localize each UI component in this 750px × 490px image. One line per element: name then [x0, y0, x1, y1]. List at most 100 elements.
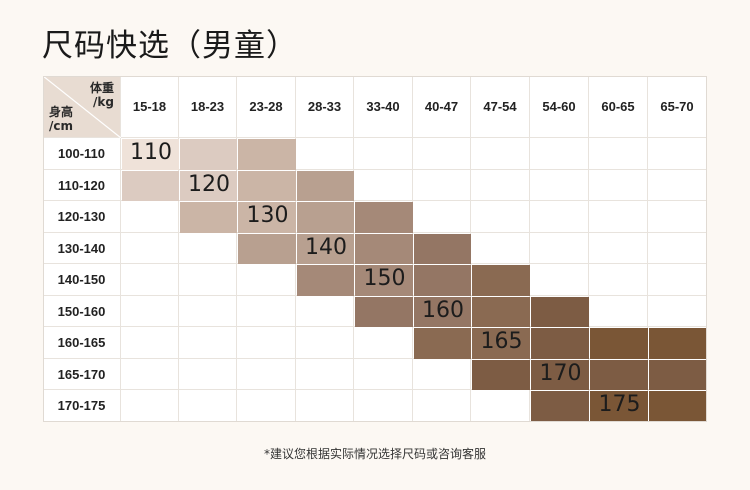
- size-block-160: [414, 297, 471, 327]
- grid-cell: [179, 327, 237, 359]
- size-block-120: [180, 139, 237, 170]
- grid-cell: [179, 359, 237, 390]
- size-block-170: [590, 360, 648, 390]
- grid-cell: [413, 201, 471, 233]
- grid-cell: [354, 138, 413, 170]
- size-chart-table: 体重 /kg 身高 /cm 15-18 18-23 23-28 28-33 33-40 4…: [43, 76, 707, 422]
- height-header-cell: 120-130: [43, 201, 121, 233]
- size-block-175: [649, 391, 707, 422]
- grid-cell: [121, 201, 179, 233]
- size-block-130: [238, 202, 296, 233]
- grid-cell: [237, 327, 296, 359]
- size-block-150: [355, 265, 413, 296]
- size-block-175: [649, 328, 707, 359]
- size-block-110: [122, 139, 179, 170]
- size-block-170: [531, 360, 589, 390]
- height-header-cell: 165-170: [43, 359, 121, 390]
- size-label-150: 150: [363, 266, 406, 291]
- grid-cell: [237, 359, 296, 390]
- size-label-140: 140: [305, 234, 347, 260]
- size-block-140: [297, 234, 354, 264]
- grid-cell: [296, 359, 354, 390]
- corner-diagonal-line: [43, 76, 121, 138]
- weight-header-cell: 54-60: [530, 76, 589, 138]
- size-block-140: [297, 202, 354, 233]
- grid-cell: [121, 327, 179, 359]
- height-axis-label: 身高 /cm: [49, 105, 74, 133]
- grid-cell: [354, 359, 413, 390]
- grid-cell: [121, 296, 179, 327]
- size-block-165: [472, 265, 530, 296]
- size-block-170: [472, 360, 530, 390]
- grid-cell: [530, 264, 589, 296]
- size-block-130: [238, 139, 296, 170]
- size-label-130: 130: [246, 203, 289, 228]
- grid-cell: [354, 170, 413, 201]
- weight-header-cell: 47-54: [471, 76, 530, 138]
- weight-header-cell: 28-33: [296, 76, 354, 138]
- grid-cell: [237, 296, 296, 327]
- size-block-130: [180, 202, 237, 233]
- size-label-110: 110: [130, 140, 172, 165]
- size-block-165: [472, 328, 530, 359]
- grid-cell: [296, 296, 354, 327]
- grid-cell: [589, 170, 648, 201]
- size-block-160: [414, 265, 471, 296]
- grid-cell: [471, 233, 530, 264]
- grid-cell: [471, 170, 530, 201]
- size-block-160: [414, 234, 471, 264]
- size-block-150: [355, 202, 413, 233]
- grid-cell: [237, 264, 296, 296]
- size-block-140: [238, 234, 296, 264]
- size-block-130: [238, 171, 296, 201]
- footnote: *建议您根据实际情况选择尺码或咨询客服: [263, 447, 486, 461]
- grid-cell: [530, 138, 589, 170]
- grid-cell: [589, 233, 648, 264]
- size-block-165: [414, 328, 471, 359]
- grid-cell: [296, 138, 354, 170]
- grid-cell: [354, 327, 413, 359]
- height-header-cell: 110-120: [43, 170, 121, 201]
- grid-cell: [471, 201, 530, 233]
- size-label-165: 165: [480, 329, 523, 354]
- grid-cell: [121, 359, 179, 390]
- size-label-160: 160: [422, 297, 464, 323]
- grid-cell: [530, 233, 589, 264]
- size-block-150: [297, 265, 354, 296]
- weight-header-cell: 40-47: [413, 76, 471, 138]
- grid-cell: [179, 264, 237, 296]
- size-block-120: [122, 171, 179, 201]
- size-label-170: 170: [539, 360, 582, 386]
- size-block-150: [355, 234, 413, 264]
- weight-header-cell: 23-28: [237, 76, 296, 138]
- size-block-170: [531, 328, 589, 359]
- grid-cell: [589, 201, 648, 233]
- grid-cell: [589, 264, 648, 296]
- page-title: 尺码快选（男童）: [42, 28, 298, 64]
- table-corner-header: 体重 /kg 身高 /cm: [43, 76, 121, 138]
- grid-cell: [121, 233, 179, 264]
- size-block-165: [472, 297, 530, 327]
- size-label-175: 175: [598, 392, 641, 417]
- size-block-120: [180, 171, 237, 201]
- grid-cell: [296, 327, 354, 359]
- weight-header-cell: 18-23: [179, 76, 237, 138]
- weight-header-cell: 15-18: [121, 76, 179, 138]
- grid-cell: [589, 296, 648, 327]
- size-block-175: [590, 391, 648, 422]
- size-label-120: 120: [188, 171, 230, 197]
- height-header-cell: 160-165: [43, 327, 121, 359]
- weight-header-cell: 33-40: [354, 76, 413, 138]
- height-header-cell: 130-140: [43, 233, 121, 264]
- size-block-175: [590, 328, 648, 359]
- grid-cell: [471, 138, 530, 170]
- grid-cell: [413, 359, 471, 390]
- size-block-140: [297, 171, 354, 201]
- weight-header-cell: 60-65: [589, 76, 648, 138]
- height-header-cell: 140-150: [43, 264, 121, 296]
- grid-cell: [530, 170, 589, 201]
- grid-cell: [179, 296, 237, 327]
- size-blocks-layer: [122, 139, 707, 422]
- grid-cell: [121, 264, 179, 296]
- grid-cell: [179, 233, 237, 264]
